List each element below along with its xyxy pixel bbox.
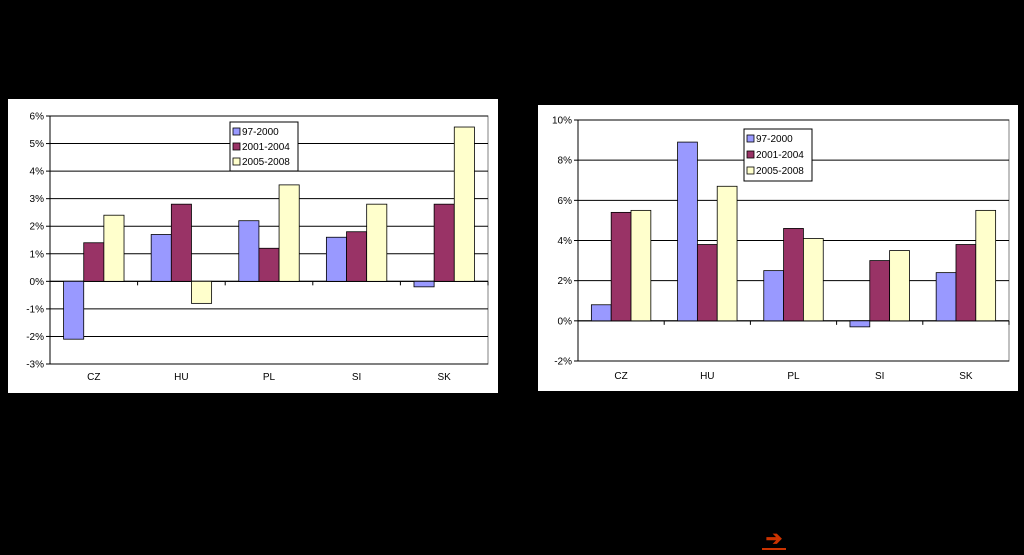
legend-swatch — [232, 142, 241, 151]
legend-label: 2001-2004 — [756, 150, 804, 161]
bar-hu-2005-2008 — [716, 185, 738, 322]
y-tick-label: -3% — [26, 360, 44, 371]
legend-swatch — [746, 166, 755, 175]
y-tick-label: 6% — [30, 112, 45, 123]
bar-pl-2001-2004 — [783, 228, 804, 322]
y-tick-label: 2% — [30, 222, 45, 233]
category-label: CZ — [614, 371, 627, 382]
bar-si-2005-2008 — [366, 203, 388, 282]
y-tick-label: 6% — [558, 196, 573, 207]
next-arrow-icon[interactable]: ➔ — [762, 528, 786, 550]
bar-sk-2001-2004 — [955, 244, 977, 322]
category-label: SK — [438, 372, 452, 383]
bar-si-2001-2004 — [346, 231, 368, 282]
bar-cz-97-2000 — [63, 280, 85, 340]
bar-cz-2001-2004 — [83, 242, 105, 282]
y-tick-label: 2% — [558, 276, 573, 287]
y-tick-label: 0% — [30, 277, 45, 288]
y-tick-label: 10% — [552, 116, 572, 127]
y-tick-label: 4% — [558, 236, 573, 247]
bar-pl-2001-2004 — [258, 247, 280, 282]
y-tick-label: -1% — [26, 304, 44, 315]
bar-cz-2005-2008 — [103, 214, 125, 282]
bar-hu-97-2000 — [150, 234, 172, 282]
legend-swatch — [232, 127, 241, 136]
bar-pl-2005-2008 — [803, 238, 824, 322]
bar-sk-97-2000 — [413, 280, 435, 288]
legend-label: 97-2000 — [242, 127, 279, 138]
legend-label: 2005-2008 — [756, 166, 804, 177]
y-tick-label: 1% — [30, 249, 45, 260]
bar-si-97-2000 — [849, 320, 871, 328]
legend-label: 2005-2008 — [242, 157, 290, 168]
chart-left-svg: -3% -2% -1% 0% 1% 2% 3% 4% 5% 6% CZ HU PL SI SK 97-2000… — [26, 112, 489, 383]
legend-swatch — [232, 157, 241, 166]
category-label: SI — [352, 372, 361, 383]
bar-sk-2001-2004 — [433, 203, 455, 282]
legend-swatch — [746, 134, 755, 143]
bar-cz-97-2000 — [590, 304, 612, 322]
legend-label: 2001-2004 — [242, 142, 290, 153]
bar-cz-2005-2008 — [630, 209, 652, 322]
bar-sk-97-2000 — [935, 272, 957, 322]
category-label: PL — [263, 372, 276, 383]
category-label: PL — [787, 371, 800, 382]
category-label: CZ — [87, 372, 100, 383]
chart-left: -3% -2% -1% 0% 1% 2% 3% 4% 5% 6% CZ HU PL SI SK 97-2000… — [8, 99, 498, 393]
y-tick-label: -2% — [26, 332, 44, 343]
y-tick-label: -2% — [554, 357, 572, 368]
y-tick-label: 0% — [558, 316, 573, 327]
y-tick-label: 4% — [30, 167, 45, 178]
bar-hu-2001-2004 — [170, 203, 192, 282]
legend-box — [229, 121, 299, 172]
chart-right-svg: -2% 0% 2% 4% 6% 8% 10% CZ HU PL SI SK 97-2000 2001-20… — [552, 116, 1010, 382]
chart-right: -2% 0% 2% 4% 6% 8% 10% CZ HU PL SI SK 97-2000 2001-20… — [538, 105, 1018, 391]
y-tick-label: 8% — [558, 156, 573, 167]
legend-label: 97-2000 — [756, 134, 793, 145]
bar-si-2001-2004 — [869, 260, 891, 322]
bar-cz-2001-2004 — [610, 211, 632, 322]
bar-si-97-2000 — [325, 236, 347, 282]
bar-pl-97-2000 — [763, 270, 784, 322]
legend-swatch — [746, 150, 755, 159]
category-label: HU — [700, 371, 714, 382]
category-label: HU — [174, 372, 188, 383]
bar-hu-2001-2004 — [696, 244, 718, 322]
y-tick-label: 5% — [30, 139, 45, 150]
bar-sk-2005-2008 — [453, 126, 475, 282]
bar-hu-97-2000 — [677, 141, 698, 322]
y-tick-label: 3% — [30, 194, 45, 205]
bar-hu-2005-2008 — [191, 280, 213, 304]
category-label: SI — [875, 371, 884, 382]
category-label: SK — [959, 371, 973, 382]
bar-pl-97-2000 — [238, 220, 260, 282]
legend-box — [743, 128, 813, 182]
bar-sk-2005-2008 — [975, 209, 997, 322]
bar-si-2005-2008 — [889, 250, 910, 322]
bar-pl-2005-2008 — [278, 184, 300, 282]
